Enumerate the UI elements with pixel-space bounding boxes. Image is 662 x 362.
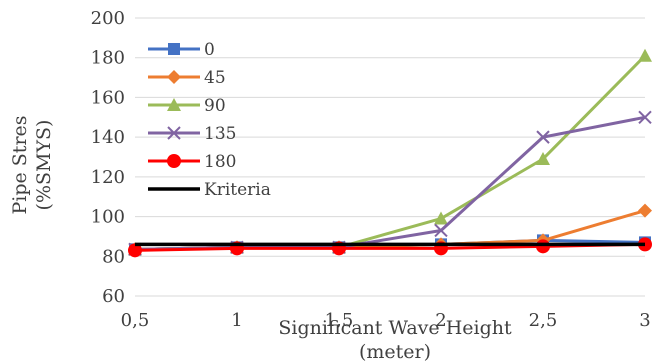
legend-marker-135 (167, 126, 181, 140)
point-180-4 (536, 239, 550, 254)
legend: 0 45 90 135 180 Kriteria (148, 40, 271, 200)
y-tick-label-200: 200 (91, 8, 125, 29)
legend-label-0: 0 (204, 40, 215, 60)
y-axis-ticks: 60 80 100 120 140 160 180 200 (91, 8, 125, 307)
gridlines (135, 17, 645, 297)
x-axis-title-line-1: Significant Wave Height (278, 317, 512, 339)
point-90-4 (536, 151, 550, 165)
legend-entry-180: 180 (148, 152, 236, 172)
point-90-3 (434, 211, 448, 225)
point-90-5 (638, 48, 652, 62)
x-axis-title-line-2: (meter) (359, 341, 431, 362)
legend-entry-90: 90 (148, 96, 226, 116)
legend-marker-45 (167, 70, 181, 84)
legend-entry-0: 0 (148, 40, 215, 60)
x-tick-label-4: 2,5 (529, 310, 558, 331)
legend-label-Kriteria: Kriteria (204, 180, 271, 200)
legend-marker-180 (167, 154, 181, 168)
legend-label-180: 180 (204, 152, 236, 172)
legend-label-45: 45 (204, 68, 226, 88)
y-axis-title-line-2: (%SMYS) (33, 120, 55, 211)
legend-marker-135-stroke-b (167, 126, 181, 140)
y-tick-label-100: 100 (91, 207, 125, 228)
point-135-5-stroke-b (638, 110, 652, 124)
legend-entry-45: 45 (148, 68, 226, 88)
legend-marker-0 (168, 43, 180, 55)
x-tick-label-0: 0,5 (121, 310, 150, 331)
point-135-3-stroke-b (434, 223, 448, 238)
x-tick-label-3: 2 (435, 310, 446, 331)
legend-entry-135: 135 (148, 124, 236, 144)
legend-label-90: 90 (204, 96, 226, 116)
point-45-5 (638, 203, 652, 218)
point-135-4-stroke-b (536, 130, 550, 144)
y-tick-label-140: 140 (91, 127, 125, 148)
y-tick-label-180: 180 (91, 48, 125, 69)
y-axis-title-line-1: Pipe Stres (9, 115, 31, 214)
x-tick-label-2: 1,5 (325, 310, 354, 331)
point-135-3 (434, 223, 448, 238)
y-tick-label-80: 80 (102, 246, 125, 267)
legend-entry-Kriteria: Kriteria (148, 180, 271, 200)
legend-marker-90 (167, 98, 181, 111)
point-135-5 (638, 110, 652, 124)
y-tick-label-160: 160 (91, 87, 125, 108)
point-135-4 (536, 130, 550, 144)
y-tick-label-120: 120 (91, 167, 125, 188)
legend-label-135: 135 (204, 124, 236, 144)
x-axis-ticks: 0,5 1 1,5 2 2,5 3 (121, 310, 651, 331)
x-tick-label-1: 1 (231, 310, 242, 331)
x-tick-label-5: 3 (639, 310, 650, 331)
y-tick-label-60: 60 (102, 286, 125, 307)
series-group (128, 48, 652, 258)
point-180-0 (128, 243, 142, 258)
